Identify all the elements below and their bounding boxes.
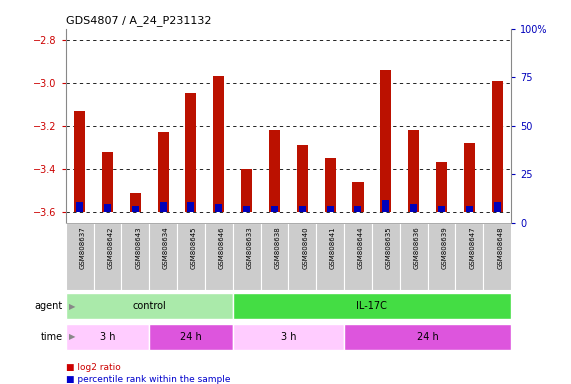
Bar [149, 223, 177, 290]
Text: 3 h: 3 h [100, 332, 115, 342]
Text: IL-17C: IL-17C [356, 301, 387, 311]
Bar [466, 206, 473, 212]
Bar [66, 324, 149, 350]
Bar [344, 324, 511, 350]
Text: GSM808639: GSM808639 [441, 226, 448, 269]
Bar [327, 206, 333, 212]
Bar [352, 182, 364, 212]
Bar [76, 202, 83, 212]
Text: GSM808634: GSM808634 [163, 226, 169, 269]
Text: ▶: ▶ [69, 302, 75, 311]
Text: 3 h: 3 h [280, 332, 296, 342]
Bar [149, 324, 233, 350]
Text: GSM808641: GSM808641 [330, 226, 336, 269]
Text: 24 h: 24 h [180, 332, 202, 342]
Text: 24 h: 24 h [417, 332, 439, 342]
Text: GSM808640: GSM808640 [302, 226, 308, 269]
Bar [160, 202, 167, 212]
Bar [438, 206, 445, 212]
Text: GSM808635: GSM808635 [386, 226, 392, 269]
Bar [158, 132, 168, 212]
Bar [344, 223, 372, 290]
Bar [494, 202, 501, 212]
Text: ■ percentile rank within the sample: ■ percentile rank within the sample [66, 375, 230, 384]
Bar [456, 223, 483, 290]
Bar [436, 162, 447, 212]
Bar [243, 206, 250, 212]
Bar [383, 200, 389, 212]
Bar [187, 202, 194, 212]
Bar [74, 111, 85, 212]
Bar [408, 130, 419, 212]
Text: GSM808637: GSM808637 [79, 226, 86, 269]
Text: GSM808645: GSM808645 [191, 226, 197, 268]
Bar [400, 223, 428, 290]
Bar [102, 152, 113, 212]
Text: GSM808636: GSM808636 [413, 226, 420, 269]
Bar [94, 223, 122, 290]
Bar [410, 204, 417, 212]
Bar [271, 206, 278, 212]
Bar [269, 130, 280, 212]
Text: time: time [41, 332, 63, 342]
Bar [380, 70, 391, 212]
Bar [177, 223, 205, 290]
Text: GSM808642: GSM808642 [107, 226, 114, 268]
Bar [241, 169, 252, 212]
Text: GSM808647: GSM808647 [469, 226, 475, 269]
Text: ■ log2 ratio: ■ log2 ratio [66, 363, 120, 372]
Bar [215, 204, 222, 212]
Bar [324, 158, 336, 212]
Bar [299, 206, 305, 212]
Bar [464, 143, 475, 212]
Text: GSM808644: GSM808644 [358, 226, 364, 268]
Text: GSM808638: GSM808638 [275, 226, 280, 269]
Bar [316, 223, 344, 290]
Bar [260, 223, 288, 290]
Bar [233, 293, 511, 319]
Bar [130, 192, 141, 212]
Bar [492, 81, 502, 212]
Bar [428, 223, 456, 290]
Bar [297, 145, 308, 212]
Bar [233, 324, 344, 350]
Text: agent: agent [35, 301, 63, 311]
Text: GSM808633: GSM808633 [247, 226, 252, 269]
Bar [104, 204, 111, 212]
Text: ▶: ▶ [69, 333, 75, 341]
Bar [233, 223, 260, 290]
Bar [122, 223, 149, 290]
Bar [372, 223, 400, 290]
Text: GDS4807 / A_24_P231132: GDS4807 / A_24_P231132 [66, 15, 211, 26]
Text: GSM808648: GSM808648 [497, 226, 503, 269]
Bar [213, 76, 224, 212]
Text: GSM808646: GSM808646 [219, 226, 225, 269]
Bar [186, 93, 196, 212]
Bar [355, 206, 361, 212]
Bar [205, 223, 233, 290]
Text: control: control [132, 301, 166, 311]
Bar [288, 223, 316, 290]
Bar [66, 293, 233, 319]
Text: GSM808643: GSM808643 [135, 226, 141, 269]
Bar [132, 206, 139, 212]
Bar [483, 223, 511, 290]
Bar [66, 223, 94, 290]
